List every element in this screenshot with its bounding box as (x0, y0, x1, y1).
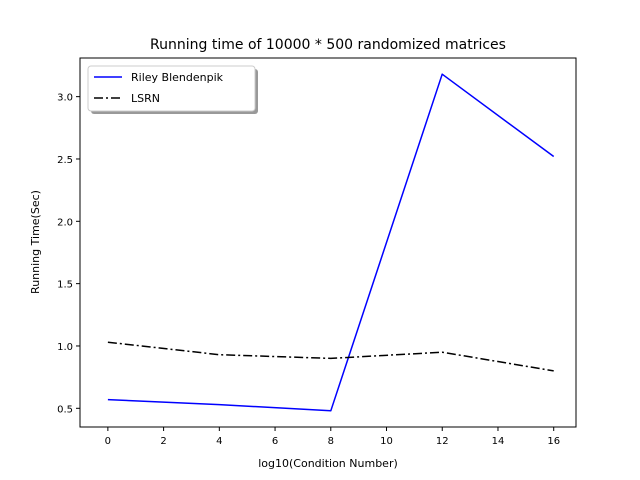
x-tick-label: 0 (105, 436, 111, 447)
series-line-2 (107, 341, 554, 372)
legend-label-2: LSRN (131, 92, 160, 105)
plot-area (79, 57, 577, 428)
chart-title: Running time of 10000 * 500 randomized m… (150, 37, 506, 53)
y-tick-label: 3.0 (57, 93, 73, 104)
x-tick-label: 8 (328, 436, 334, 447)
series-line-1 (107, 73, 555, 412)
legend-box (87, 65, 256, 112)
x-tick-label: 16 (547, 436, 560, 447)
x-tick-label: 10 (380, 436, 393, 447)
x-tick-label: 2 (160, 436, 166, 447)
x-tick-label: 14 (492, 436, 505, 447)
y-tick-label: 2.5 (57, 155, 73, 166)
y-tick-label: 1.5 (57, 280, 73, 291)
axes-frame (79, 57, 577, 428)
x-tick-label: 4 (216, 436, 222, 447)
x-tick-label: 6 (272, 436, 278, 447)
y-axis-label: Running Time(Sec) (29, 190, 42, 294)
y-tick-label: 1.0 (57, 342, 73, 353)
axis-ticks: 0 2 4 6 8 10 12 14 16 0.5 1.0 1.5 2.0 2.5 3.0 (57, 93, 560, 447)
legend-label-1: Riley Blendenpik (131, 71, 224, 84)
y-tick-label: 2.0 (57, 217, 73, 228)
legend: Riley Blendenpik LSRN (87, 65, 258, 114)
x-axis-label: log10(Condition Number) (258, 457, 398, 470)
x-tick-label: 12 (436, 436, 449, 447)
y-tick-label: 0.5 (57, 404, 73, 415)
